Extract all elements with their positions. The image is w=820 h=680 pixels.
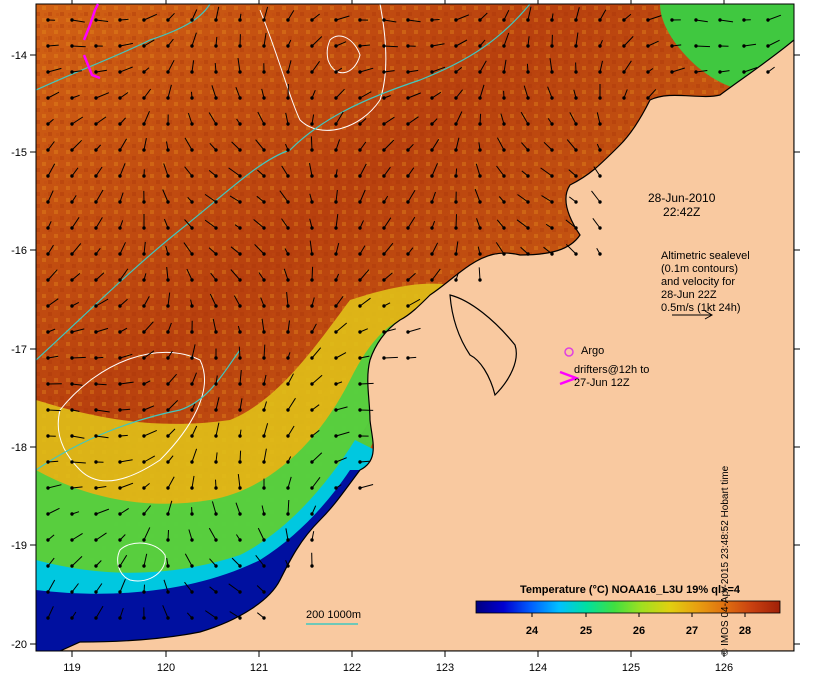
lat-tick-label: -19 [11,540,27,552]
altimetric-line: (0.1m contours) [661,263,739,275]
colorbar-tick-label: 25 [580,625,592,637]
altimetric-line: 0.5m/s (1kt 24h) [661,302,741,314]
drifters-legend: drifters@12h to 27-Jun 12Z [574,364,649,390]
colorbar-ticks: 24 25 26 27 28 [526,613,751,637]
copyright-stamp: © IMOS 04-Apr-2015 23:48:52 Hobart time [720,465,731,656]
velocity-reference-arrow [672,310,714,320]
lon-tick-label: 123 [436,662,454,674]
sst-green-band [36,320,420,630]
lat-tick-label: -15 [11,147,27,159]
altimetric-line: Altimetric sealevel [661,250,750,262]
lat-tick-label: -16 [11,245,27,257]
lat-tick-label: -17 [11,344,27,356]
argo-symbol [564,347,574,357]
colorbar [475,600,781,614]
plot-frame [35,3,795,652]
bathy-legend-label: 200 1000m [306,609,362,621]
lon-tick-label: 119 [63,662,81,674]
colorbar-tick-label: 28 [739,625,751,637]
altimetric-legend: Altimetric sealevel (0.1m contours) and … [661,250,750,315]
colorbar-tick-label: 27 [686,625,698,637]
altimetric-line: 28-Jun 22Z [661,289,717,301]
colorbar-tick-label: 26 [633,625,645,637]
bathymetry-contours [36,4,531,471]
lon-tick-label: 124 [529,662,547,674]
colorbar-tick-label: 24 [526,625,539,637]
timestamp: 28-Jun-2010 22:42Z [648,191,715,219]
argo-label: Argo [581,345,605,357]
drifter-legend-symbol [559,370,580,386]
latitude-axis: -14 -15 -16 -17 -18 -19 -20 [11,50,800,651]
lon-tick-label: 122 [343,662,361,674]
altimetric-line: and velocity for [661,276,735,288]
longitude-axis: 119 120 121 122 123 124 125 126 [63,0,733,674]
drifter-tracks [82,3,580,386]
timestamp-time: 22:42Z [663,205,701,219]
lon-tick-label: 121 [250,662,268,674]
lat-tick-label: -14 [11,50,27,62]
velocity-arrows [46,6,782,620]
drifters-line: drifters@12h to [574,364,650,376]
sst-blue-band [36,470,368,651]
lon-tick-label: 126 [715,662,733,674]
drifters-line: 27-Jun 12Z [574,377,630,389]
lat-tick-label: -18 [11,442,27,454]
colorbar-title: Temperature (°C) NOAA16_L3U 19% ql>=4 [520,584,740,596]
timestamp-date: 28-Jun-2010 [648,191,716,205]
land-peninsula [449,294,517,397]
land-australia [59,39,794,651]
lon-tick-label: 125 [622,662,640,674]
lat-tick-label: -20 [11,639,27,651]
lon-tick-label: 120 [157,662,175,674]
